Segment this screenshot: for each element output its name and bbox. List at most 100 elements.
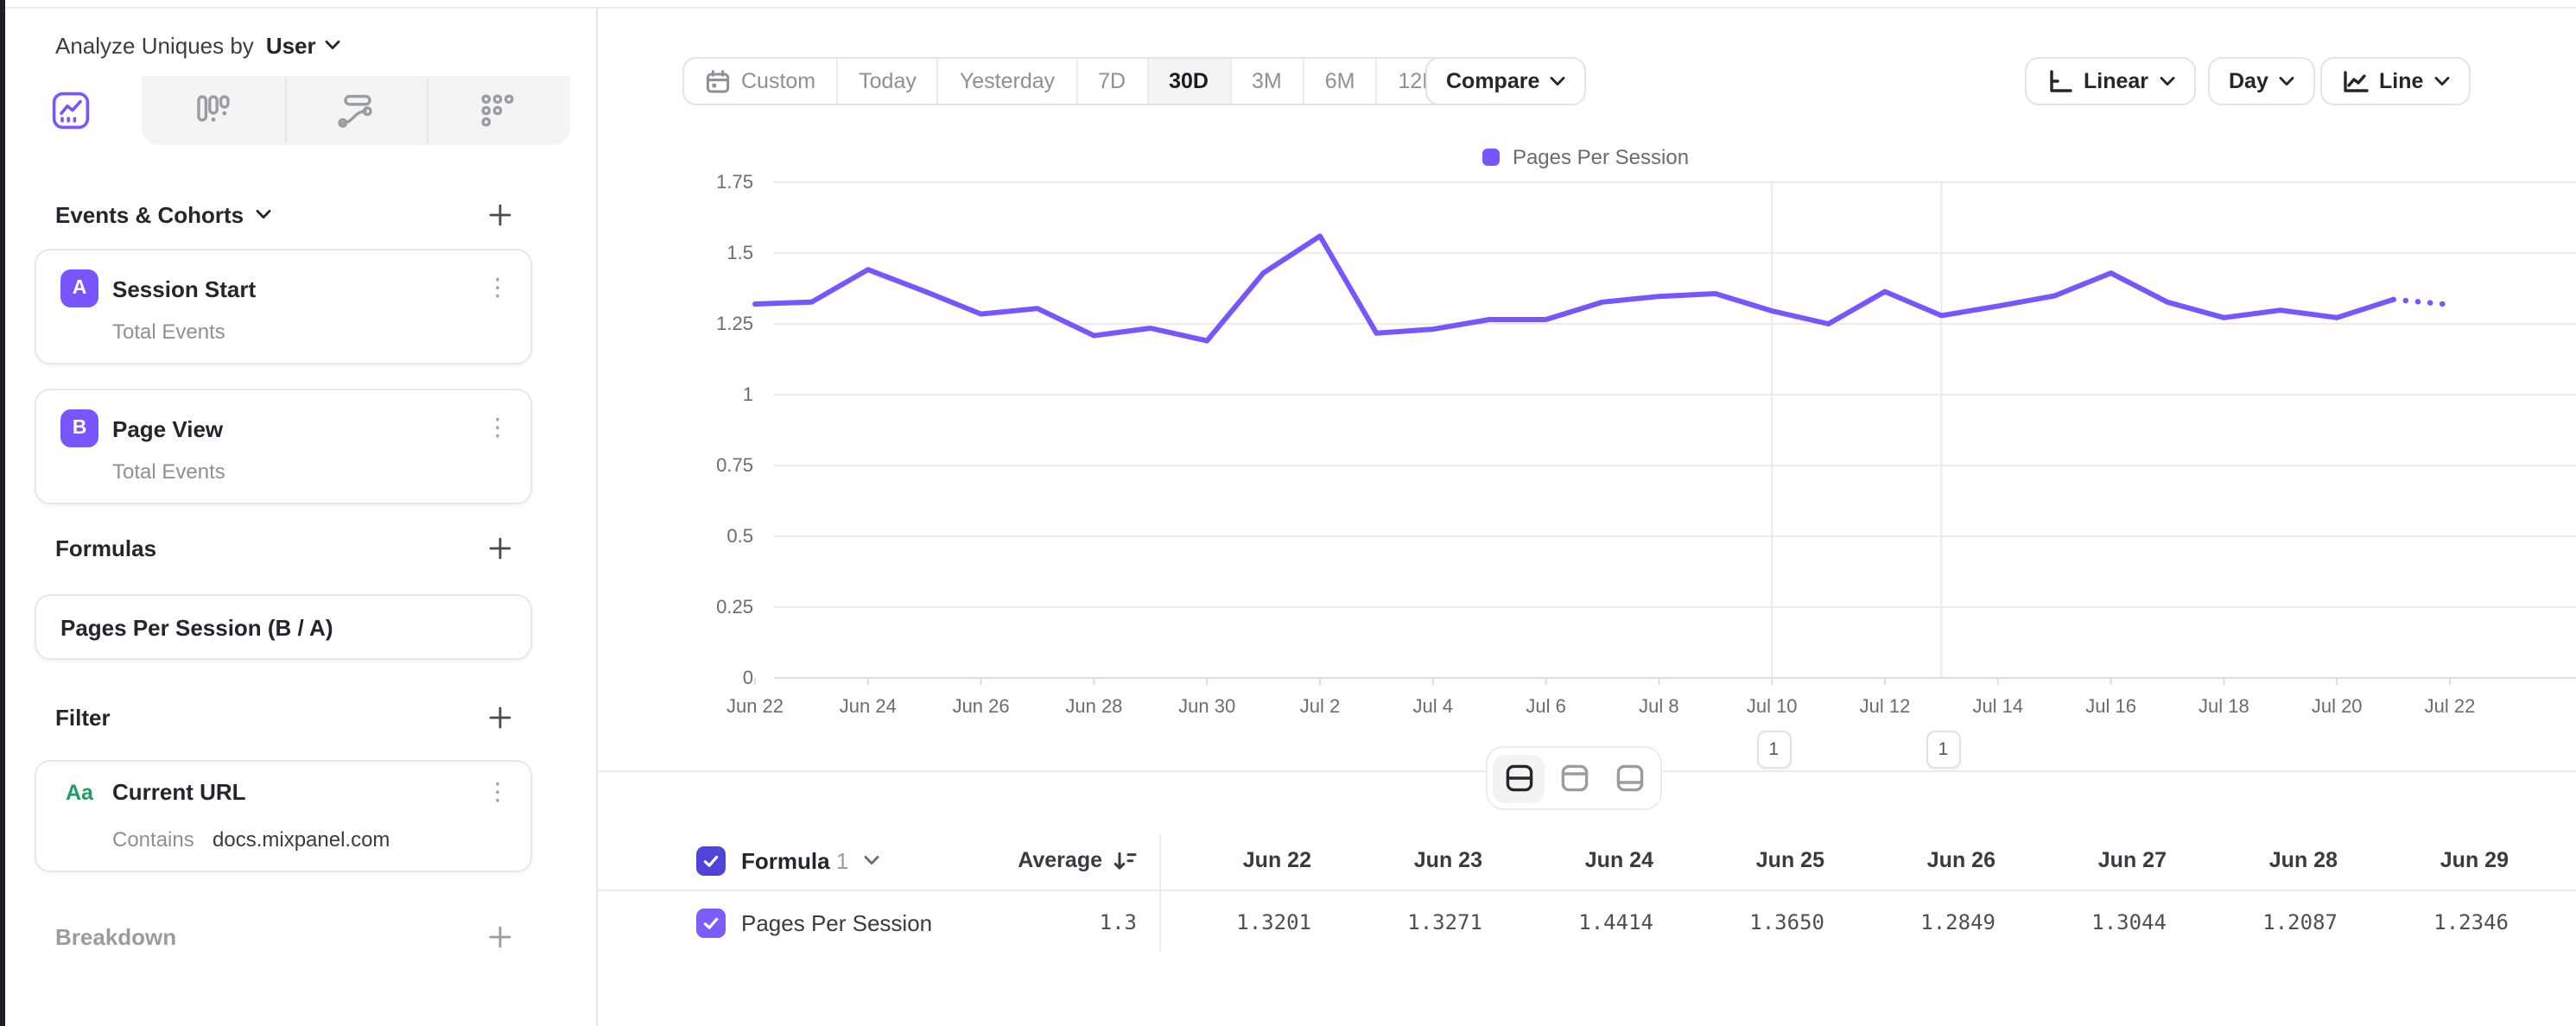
legend-swatch — [1482, 149, 1501, 166]
event-card-session-start[interactable]: A Session Start ⋮ Total Events — [35, 249, 532, 364]
report-type-tabs — [0, 76, 570, 145]
range-3m[interactable]: 3M — [1231, 59, 1304, 104]
chevron-down-icon — [1550, 77, 1565, 86]
range-7d[interactable]: 7D — [1077, 59, 1149, 104]
string-type-icon: Aa — [66, 780, 93, 804]
svg-text:Jul 2: Jul 2 — [1300, 695, 1340, 717]
filter-property: Current URL — [112, 779, 246, 805]
svg-text:1.25: 1.25 — [716, 313, 753, 334]
analyze-by-selector[interactable]: User — [266, 32, 340, 58]
formulas-section-header: Formulas — [55, 535, 157, 560]
breakdown-section-header: Breakdown — [55, 923, 177, 949]
svg-text:Jul 12: Jul 12 — [1860, 695, 1911, 717]
chevron-down-icon — [2159, 77, 2174, 86]
svg-text:1: 1 — [743, 383, 753, 405]
layout-toggle-table-only[interactable] — [1603, 754, 1655, 802]
formula-group-checkbox[interactable] — [696, 846, 726, 875]
range-30d[interactable]: 30D — [1148, 59, 1231, 104]
cell-value: 1.2087 — [2262, 910, 2338, 934]
plus-icon — [488, 536, 511, 559]
tab-flows[interactable] — [285, 76, 427, 145]
event-measurement[interactable]: Total Events — [112, 459, 225, 484]
date-column-header[interactable]: Jun 24 — [1584, 848, 1653, 872]
range-6m[interactable]: 6M — [1304, 59, 1378, 104]
svg-text:Jul 14: Jul 14 — [1972, 695, 2023, 717]
interval-button[interactable]: Day — [2208, 57, 2315, 105]
plus-icon — [488, 925, 511, 947]
line-chart[interactable]: 0 0.25 0.5 0.75 1 1.25 1.5 1.75 Jun 22 Jun 24 Jun … — [596, 147, 2576, 743]
svg-text:0.5: 0.5 — [726, 525, 753, 547]
legend-item[interactable]: Pages Per Session — [1482, 145, 1689, 169]
add-formula-button[interactable] — [485, 534, 513, 561]
layout-toggle-group — [1486, 746, 1662, 810]
events-section-header[interactable]: Events & Cohorts — [55, 200, 271, 228]
table-column-divider — [1159, 834, 1161, 952]
retention-icon — [481, 94, 514, 127]
add-filter-button[interactable] — [485, 703, 513, 731]
svg-text:0: 0 — [743, 667, 753, 688]
filter-card[interactable]: Aa Current URL ⋮ Contains docs.mixpanel.c… — [35, 760, 532, 872]
kebab-menu-icon[interactable]: ⋮ — [482, 276, 513, 301]
date-column-header[interactable]: Jun 28 — [2268, 848, 2338, 872]
event-card-page-view[interactable]: B Page View ⋮ Total Events — [35, 389, 532, 504]
cell-value: 1.4414 — [1578, 910, 1653, 934]
filter-operator[interactable]: Contains — [112, 827, 194, 852]
svg-text:Jul 4: Jul 4 — [1413, 695, 1453, 717]
average-column-header[interactable]: Average — [933, 831, 1137, 890]
annotation-marker[interactable]: 1 — [1926, 731, 1961, 769]
table-header-divider — [596, 890, 2576, 891]
date-column-header[interactable]: Jun 29 — [2440, 848, 2509, 872]
chart-only-icon — [1560, 764, 1588, 792]
chevron-down-icon — [2279, 77, 2294, 86]
event-measurement[interactable]: Total Events — [112, 320, 225, 344]
tab-insights[interactable] — [0, 76, 142, 145]
yaxis-scale-button[interactable]: Linear — [2025, 57, 2196, 105]
series-row-checkbox[interactable] — [696, 908, 726, 937]
annotation-marker[interactable]: 1 — [1756, 731, 1792, 769]
date-column-header[interactable]: Jun 26 — [1926, 848, 1995, 872]
svg-text:Jul 18: Jul 18 — [2198, 695, 2249, 717]
date-column-header[interactable]: Jun 27 — [2097, 848, 2167, 872]
date-column-header[interactable]: Jun 25 — [1755, 848, 1824, 872]
svg-text:Jun 24: Jun 24 — [840, 695, 897, 717]
chart-type-button[interactable]: Line — [2320, 57, 2471, 105]
formula-card[interactable]: Pages Per Session (B / A) — [35, 594, 532, 660]
plus-icon — [488, 203, 511, 225]
cell-value: 1.3201 — [1236, 910, 1311, 934]
date-column-header[interactable]: Jun 23 — [1413, 848, 1482, 872]
tab-retention[interactable] — [427, 76, 568, 145]
chevron-down-icon[interactable] — [864, 855, 879, 865]
chevron-down-icon — [325, 41, 340, 50]
plus-icon — [488, 706, 511, 728]
date-column-header[interactable]: Jun 22 — [1242, 848, 1311, 872]
add-breakdown-button[interactable] — [485, 922, 513, 950]
tab-funnels[interactable] — [142, 76, 283, 145]
range-custom[interactable]: Custom — [684, 59, 839, 104]
svg-text:0.25: 0.25 — [716, 596, 753, 618]
layout-toggle-chart-only[interactable] — [1548, 754, 1600, 802]
line-chart-icon — [52, 92, 90, 130]
chevron-down-icon — [2434, 77, 2449, 86]
kebab-menu-icon[interactable]: ⋮ — [482, 416, 513, 440]
kebab-menu-icon[interactable]: ⋮ — [482, 780, 513, 804]
sort-descending-icon — [1114, 851, 1137, 869]
line-chart-type-icon — [2344, 71, 2369, 92]
svg-text:Jul 20: Jul 20 — [2312, 695, 2363, 717]
sidebar-divider — [596, 9, 598, 1026]
date-range-control: Custom Today Yesterday 7D 30D 3M 6M 12M — [682, 57, 1463, 105]
compare-button[interactable]: Compare — [1425, 57, 1587, 105]
svg-text:Jun 26: Jun 26 — [953, 695, 1010, 717]
table-date-headers: Jun 22 Jun 23 Jun 24 Jun 25 Jun 26 Jun 27 Jun … — [1159, 831, 2528, 890]
add-event-button[interactable] — [485, 200, 513, 228]
range-today[interactable]: Today — [838, 59, 939, 104]
svg-text:Jul 10: Jul 10 — [1747, 695, 1798, 717]
range-yesterday[interactable]: Yesterday — [939, 59, 1078, 104]
svg-text:1.5: 1.5 — [726, 242, 753, 263]
table-only-icon — [1615, 764, 1643, 792]
formula-title: Pages Per Session (B / A) — [60, 615, 333, 641]
filter-value[interactable]: docs.mixpanel.com — [213, 827, 390, 852]
layout-toggle-split-view[interactable] — [1493, 754, 1545, 802]
split-view-icon — [1505, 764, 1532, 792]
event-title: Page View — [112, 415, 224, 441]
